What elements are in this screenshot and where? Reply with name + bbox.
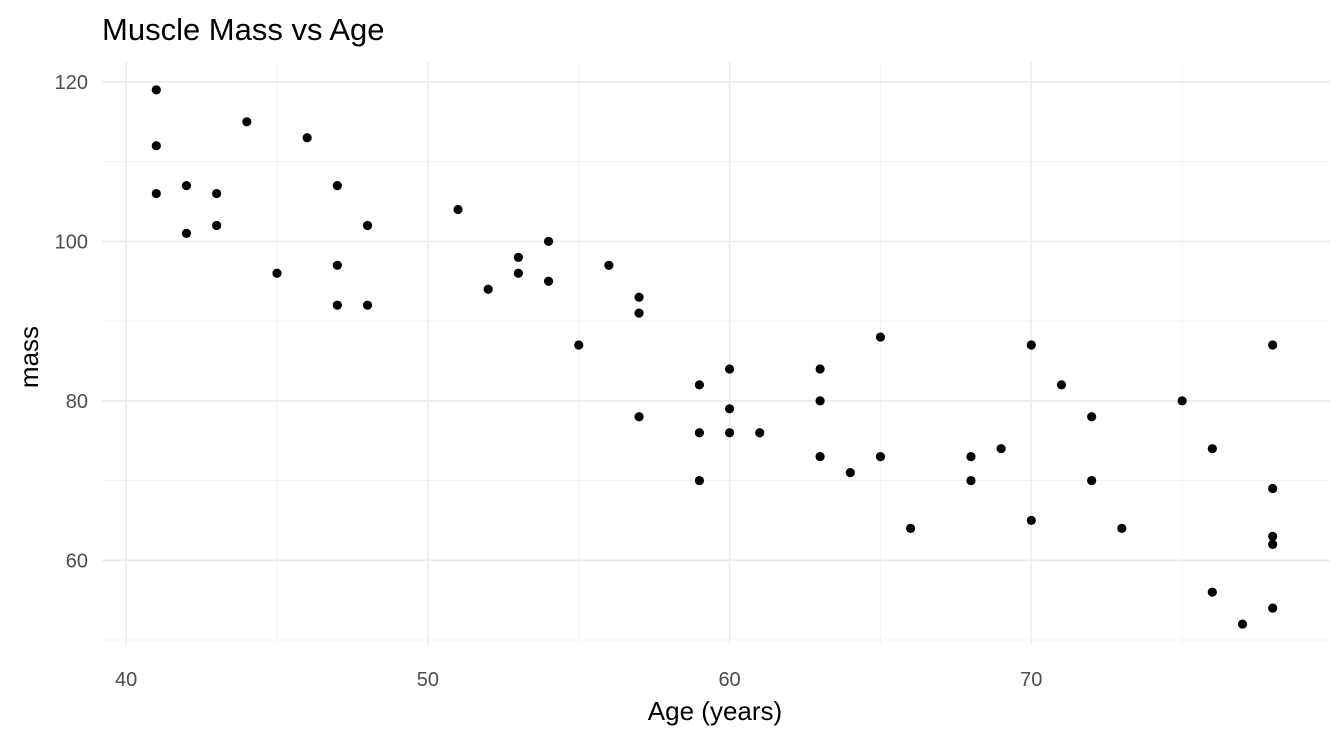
data-point xyxy=(151,85,161,95)
data-point xyxy=(1207,587,1217,597)
data-point xyxy=(242,117,252,127)
data-point xyxy=(453,204,463,215)
data-point xyxy=(755,428,765,438)
data-point xyxy=(151,141,161,151)
x-tick-label: 70 xyxy=(1020,669,1042,691)
data-point xyxy=(815,364,825,374)
data-point xyxy=(906,523,916,533)
data-point xyxy=(212,188,222,199)
data-point xyxy=(362,220,373,231)
y-tick-label: 60 xyxy=(66,550,88,572)
data-point xyxy=(1056,380,1067,390)
data-point xyxy=(543,236,554,246)
data-point xyxy=(1177,396,1187,406)
data-point xyxy=(332,180,342,191)
data-point xyxy=(543,276,554,286)
data-point xyxy=(604,260,614,270)
data-point xyxy=(1207,444,1217,454)
data-point xyxy=(1268,483,1278,494)
data-point xyxy=(1087,412,1097,422)
data-point xyxy=(212,220,222,231)
data-point xyxy=(724,428,735,438)
chart-title: Muscle Mass vs Age xyxy=(102,12,385,47)
y-tick-label: 80 xyxy=(66,391,88,413)
data-point xyxy=(694,428,705,438)
data-point xyxy=(966,452,976,462)
x-tick-label: 50 xyxy=(417,669,439,691)
data-point xyxy=(634,412,644,422)
data-point xyxy=(181,180,192,191)
data-point xyxy=(1268,539,1278,549)
data-point xyxy=(1268,340,1278,350)
y-axis-title: mass xyxy=(14,326,44,388)
data-point xyxy=(634,308,644,318)
data-point xyxy=(815,452,825,462)
data-point xyxy=(181,228,192,239)
data-point xyxy=(1087,475,1097,486)
data-point xyxy=(724,404,735,414)
tick-labels: 40 50 60 70 60 80 100 120 xyxy=(55,72,1043,691)
x-tick-label: 40 xyxy=(115,669,137,691)
data-point xyxy=(875,332,886,342)
data-point xyxy=(272,268,282,278)
data-point xyxy=(1268,531,1278,541)
data-point xyxy=(574,340,584,350)
data-points xyxy=(151,85,1278,629)
y-tick-label: 120 xyxy=(55,72,88,94)
data-point xyxy=(483,284,493,294)
data-point xyxy=(694,475,705,486)
grid-lines xyxy=(102,62,1330,644)
data-point xyxy=(332,300,342,310)
data-point xyxy=(996,444,1006,454)
data-point xyxy=(875,452,886,462)
data-point xyxy=(1268,603,1278,613)
data-point xyxy=(966,475,976,486)
data-point xyxy=(513,252,523,262)
data-point xyxy=(362,300,373,310)
data-point xyxy=(1117,523,1127,533)
x-tick-label: 60 xyxy=(718,669,740,691)
data-point xyxy=(1026,340,1036,350)
data-point xyxy=(724,364,735,374)
x-axis-title: Age (years) xyxy=(648,696,782,726)
data-point xyxy=(302,133,312,143)
data-point xyxy=(513,268,523,278)
data-point xyxy=(151,188,161,199)
data-point xyxy=(332,260,342,270)
y-tick-label: 100 xyxy=(55,231,88,253)
data-point xyxy=(1237,619,1248,629)
data-point xyxy=(845,467,855,478)
data-point xyxy=(815,396,825,406)
data-point xyxy=(1026,515,1036,526)
data-point xyxy=(694,380,705,390)
data-point xyxy=(634,292,644,302)
